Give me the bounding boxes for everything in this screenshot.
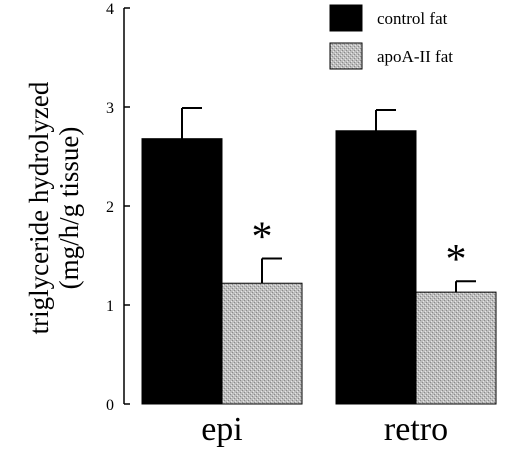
bar-apoa2-epi xyxy=(221,282,303,405)
x-category-label: epi xyxy=(201,411,243,448)
x-axis-categories: epi retro xyxy=(201,411,448,448)
y-axis-ticks: 0 1 2 3 4 xyxy=(106,1,130,414)
x-category-label: retro xyxy=(384,411,448,448)
y-tick-label: 3 xyxy=(106,100,114,117)
significance-star: * xyxy=(252,214,273,260)
bar-control-retro xyxy=(335,130,417,405)
y-axis-label: triglyceride hydrolyzed (mg/h/g tissue) xyxy=(24,81,84,334)
significance-star: * xyxy=(446,237,467,283)
y-tick-label: 0 xyxy=(106,397,114,414)
bar-apoa2-retro xyxy=(415,291,497,405)
legend: control fat apoA-II fat xyxy=(329,4,453,70)
bars-group: * * xyxy=(141,106,497,405)
legend-label: apoA-II fat xyxy=(377,47,453,66)
legend-label: control fat xyxy=(377,9,448,28)
legend-swatch xyxy=(329,4,363,32)
y-tick-label: 4 xyxy=(106,1,114,18)
y-axis-label-line1: triglyceride hydrolyzed xyxy=(24,81,54,334)
y-tick-label: 1 xyxy=(106,298,114,315)
y-tick-label: 2 xyxy=(106,199,114,216)
y-axis-label-line2: (mg/h/g tissue) xyxy=(54,127,84,290)
legend-swatch xyxy=(329,42,363,70)
bar-control-epi xyxy=(141,138,223,405)
